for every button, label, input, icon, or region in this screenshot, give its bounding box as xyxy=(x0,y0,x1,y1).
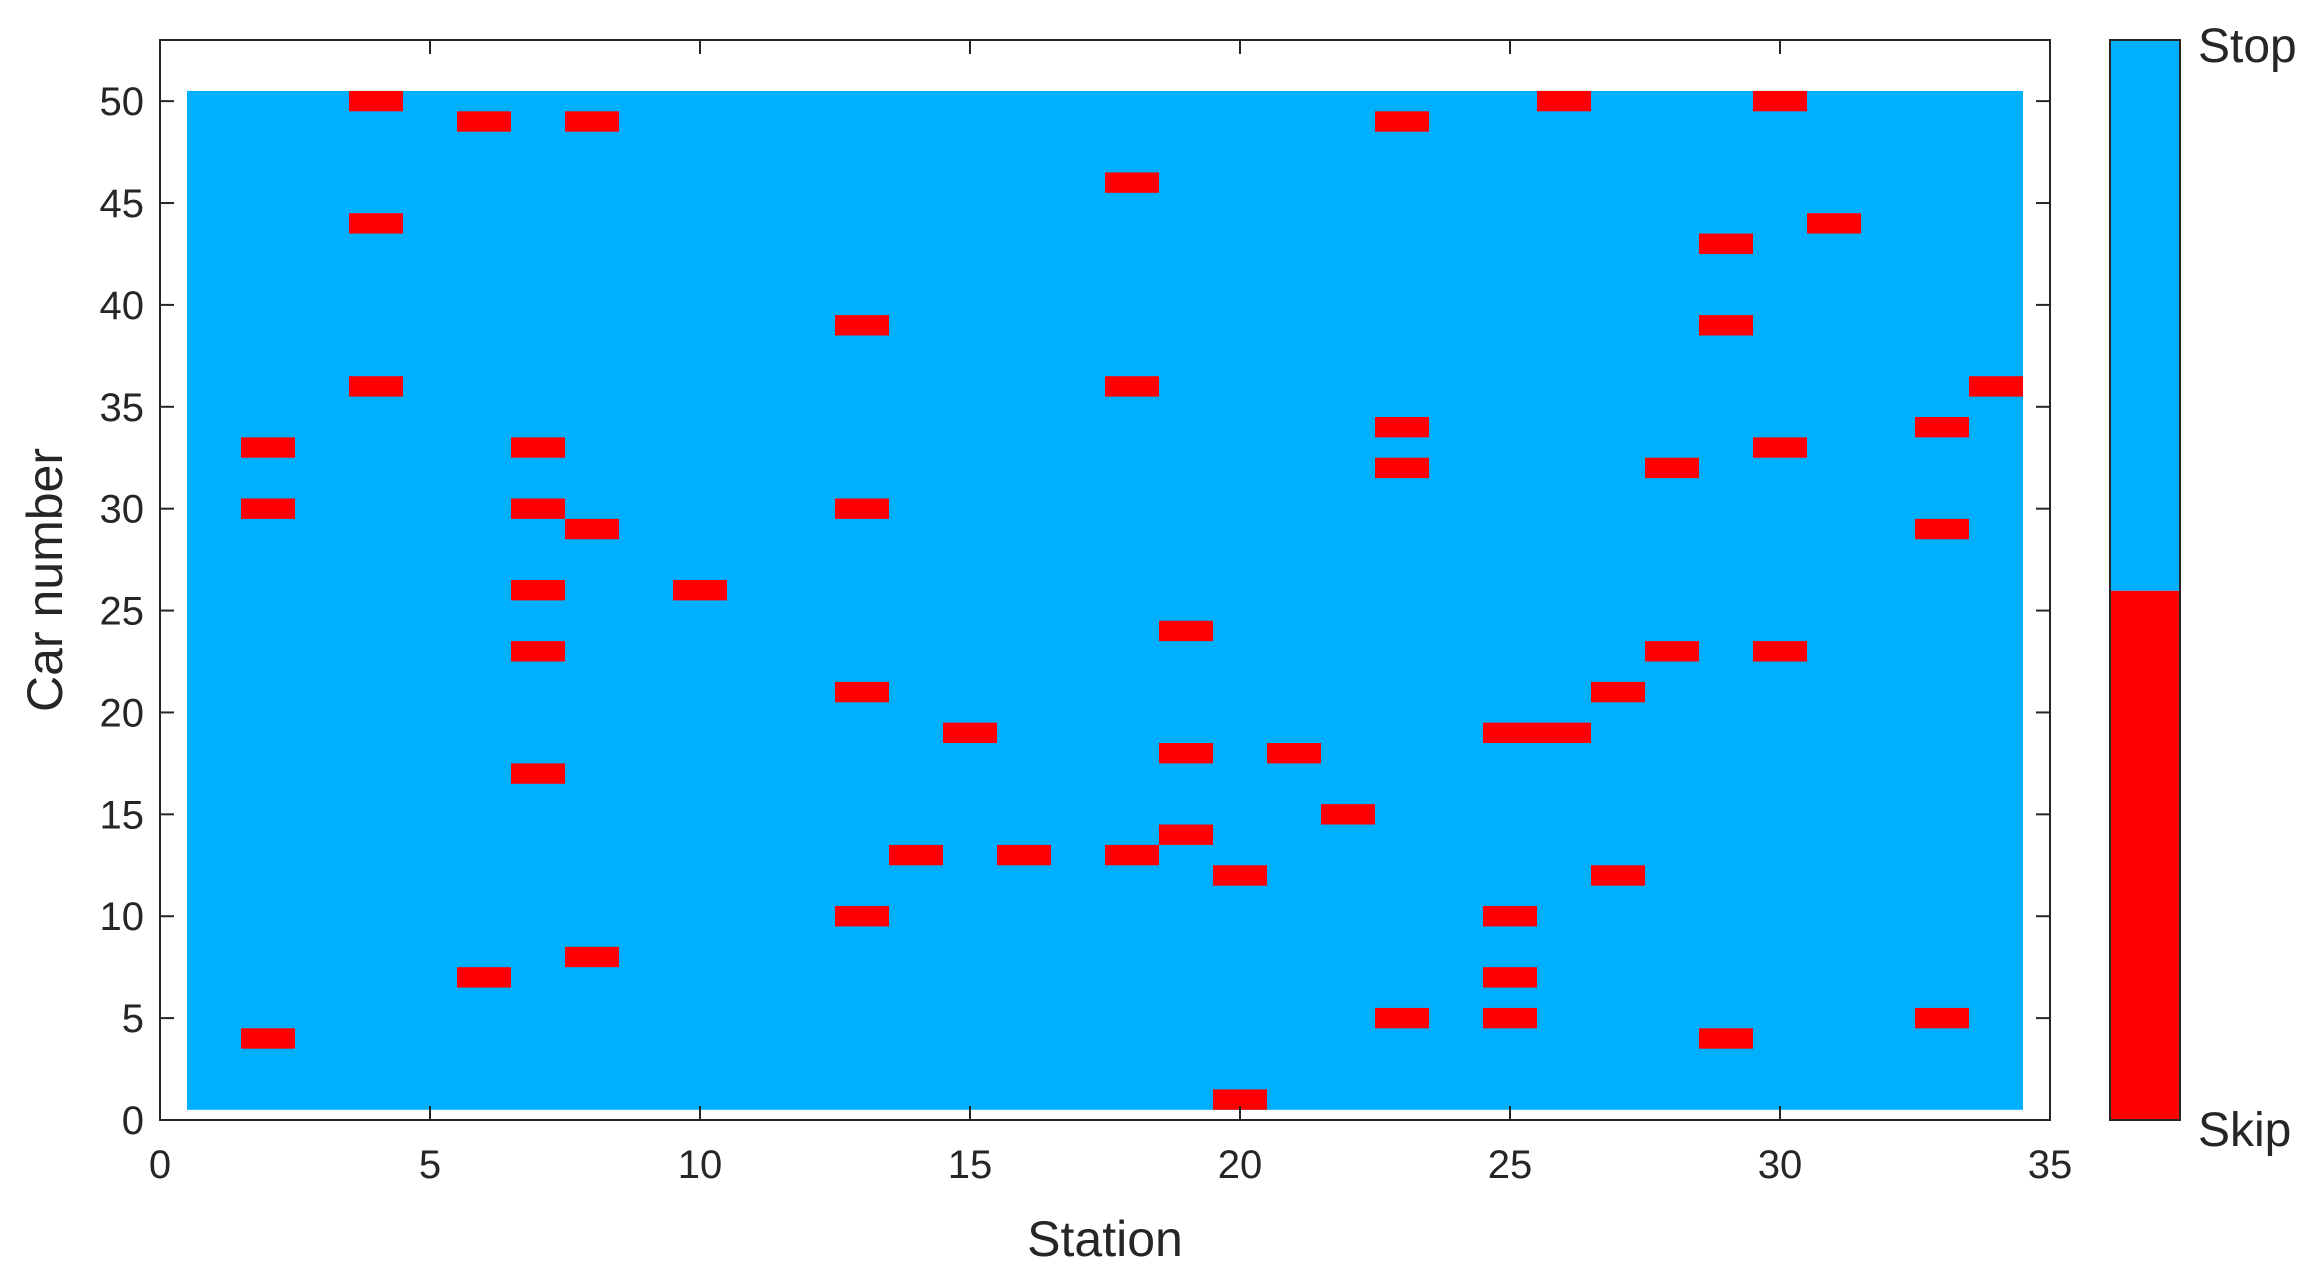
skip-cell xyxy=(1645,641,1699,662)
heatmap-cells xyxy=(187,90,2023,1110)
skip-cell xyxy=(1807,213,1861,234)
skip-cell xyxy=(1591,681,1645,703)
colorbar-stop-segment xyxy=(2110,40,2180,591)
y-tick-label: 0 xyxy=(122,1099,144,1143)
skip-cell xyxy=(1483,722,1537,744)
skip-cell xyxy=(241,1028,295,1049)
skip-cell xyxy=(1375,1007,1429,1029)
y-tick-label: 45 xyxy=(100,182,145,226)
skip-cell xyxy=(1537,90,1591,112)
skip-cell xyxy=(511,580,565,601)
x-tick-label: 10 xyxy=(678,1143,723,1187)
skip-cell xyxy=(835,498,889,519)
skip-cell xyxy=(1753,641,1807,662)
skip-cell xyxy=(1753,90,1807,112)
skip-cell xyxy=(673,580,727,601)
skip-cell xyxy=(1591,865,1645,886)
skip-cell xyxy=(565,946,619,968)
x-tick-label: 5 xyxy=(419,1143,441,1187)
skip-cell xyxy=(565,518,619,540)
skip-cell xyxy=(1915,1007,1969,1029)
skip-cell xyxy=(835,681,889,703)
skip-cell xyxy=(1213,865,1267,886)
skip-cell xyxy=(1213,1089,1267,1110)
skip-cell xyxy=(835,315,889,336)
colorbar-skip-segment xyxy=(2110,590,2180,1120)
skip-cell xyxy=(1537,722,1591,744)
skip-cell xyxy=(349,213,403,234)
y-tick-label: 25 xyxy=(100,590,145,634)
y-tick-label: 35 xyxy=(100,386,145,430)
skip-cell xyxy=(1267,743,1321,764)
skip-cell xyxy=(457,967,511,988)
skip-cell xyxy=(1483,1007,1537,1029)
skip-cell xyxy=(1105,172,1159,193)
axes-box xyxy=(159,39,2051,1121)
skip-cell xyxy=(1969,376,2023,397)
x-ticks: 0 5 10 15 20 25 30 35 xyxy=(149,40,2072,1187)
skip-cell xyxy=(1105,376,1159,397)
colorbar xyxy=(2109,39,2181,1121)
skip-cell xyxy=(1915,518,1969,540)
skip-cell xyxy=(1483,967,1537,988)
y-tick-label: 15 xyxy=(100,793,145,837)
skip-cell xyxy=(349,90,403,112)
skip-cell xyxy=(565,111,619,132)
y-tick-label: 30 xyxy=(100,488,145,532)
skip-cell xyxy=(1375,416,1429,438)
y-tick-label: 5 xyxy=(122,997,144,1041)
skip-cell xyxy=(241,437,295,458)
skip-cell xyxy=(1699,315,1753,336)
skip-cell xyxy=(511,437,565,458)
plot-axes xyxy=(159,39,2051,1121)
x-tick-label: 20 xyxy=(1218,1143,1263,1187)
skip-cell xyxy=(1159,620,1213,642)
skip-cell xyxy=(1915,416,1969,438)
skip-cell xyxy=(943,722,997,744)
skip-cell xyxy=(457,111,511,132)
y-tick-label: 50 xyxy=(100,80,145,124)
skip-cell xyxy=(1699,1028,1753,1049)
y-tick-label: 10 xyxy=(100,895,145,939)
skip-cell xyxy=(997,844,1051,866)
x-tick-label: 15 xyxy=(948,1143,993,1187)
skip-cell xyxy=(835,906,889,927)
x-axis-label: Station xyxy=(1027,1211,1183,1267)
skip-cell xyxy=(1645,457,1699,479)
x-tick-label: 0 xyxy=(149,1143,171,1187)
y-tick-label: 20 xyxy=(100,691,145,735)
colorbar-label-skip: Skip xyxy=(2198,1104,2291,1157)
x-tick-label: 30 xyxy=(1758,1143,1803,1187)
y-axis-label: Car number xyxy=(17,448,73,712)
skip-cell xyxy=(1159,824,1213,845)
skip-cell xyxy=(889,844,943,866)
skip-cell xyxy=(511,641,565,662)
skip-cell xyxy=(1753,437,1807,458)
colorbar-label-stop: Stop xyxy=(2198,20,2297,73)
skip-cell xyxy=(1699,233,1753,254)
skip-cell xyxy=(1483,906,1537,927)
y-ticks: 0 5 10 15 20 25 30 35 40 45 50 xyxy=(100,80,2050,1143)
skip-cell xyxy=(1375,457,1429,479)
x-tick-label: 25 xyxy=(1488,1143,1533,1187)
skip-cell xyxy=(1375,111,1429,132)
skip-cell xyxy=(241,498,295,519)
x-tick-label: 35 xyxy=(2028,1143,2073,1187)
skip-cell xyxy=(1321,804,1375,825)
skip-cell xyxy=(511,498,565,519)
stop-region xyxy=(187,90,2023,1110)
colorbar-frame xyxy=(2109,39,2181,1121)
skip-cell xyxy=(1159,743,1213,764)
y-tick-label: 40 xyxy=(100,284,145,328)
skip-cell xyxy=(349,376,403,397)
skip-cell xyxy=(511,763,565,784)
skip-cell xyxy=(1105,844,1159,866)
